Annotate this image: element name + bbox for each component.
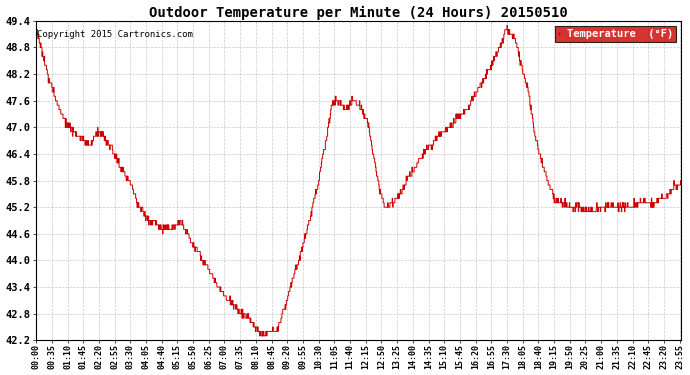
Legend: Temperature  (°F): Temperature (°F)	[555, 26, 676, 42]
Title: Outdoor Temperature per Minute (24 Hours) 20150510: Outdoor Temperature per Minute (24 Hours…	[150, 6, 568, 20]
Text: Copyright 2015 Cartronics.com: Copyright 2015 Cartronics.com	[37, 30, 193, 39]
